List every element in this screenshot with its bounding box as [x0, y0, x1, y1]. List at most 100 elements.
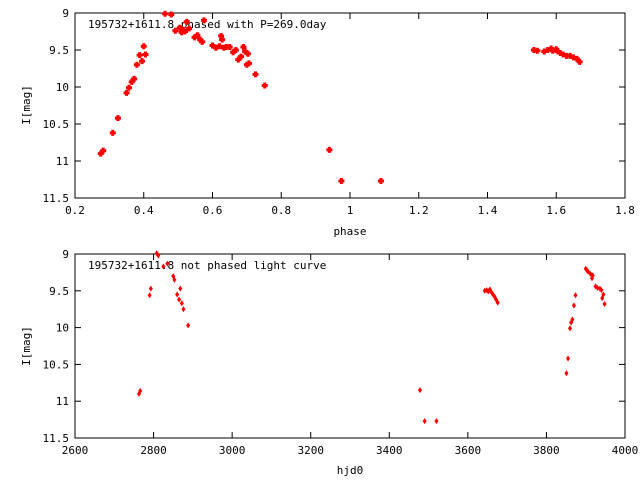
- phased-x-tick-label: 1: [347, 204, 354, 217]
- phased-data-point: [109, 129, 116, 136]
- phased-data-point: [162, 10, 169, 17]
- unphased-data-point: [434, 418, 439, 425]
- unphased-data-point: [165, 260, 170, 267]
- unphased-y-tick-label: 11: [56, 395, 69, 408]
- phased-data-points: [97, 10, 583, 184]
- unphased-x-axis-label: hjd0: [337, 464, 364, 477]
- unphased-data-point: [181, 306, 186, 313]
- unphased-data-point: [600, 295, 605, 302]
- phased-data-point: [131, 75, 138, 82]
- phased-chart: 195732+1611.8 phased with P=269.0day pha…: [20, 7, 635, 238]
- unphased-y-axis-label: I[mag]: [20, 326, 33, 366]
- unphased-data-point: [566, 355, 571, 362]
- phased-x-tick-label: 0.8: [271, 204, 291, 217]
- phased-x-tick-label: 1.6: [546, 204, 566, 217]
- unphased-chart: 195732+1611.8 not phased light curve hjd…: [20, 248, 638, 477]
- unphased-data-point: [179, 300, 184, 307]
- phased-y-tick-label: 9.5: [49, 44, 69, 57]
- phased-x-tick-label: 0.6: [203, 204, 223, 217]
- phased-data-point: [238, 53, 245, 60]
- phased-data-point: [125, 84, 132, 91]
- unphased-data-point: [571, 302, 576, 309]
- phased-x-axis-label: phase: [333, 225, 366, 238]
- unphased-x-tick-label: 2800: [140, 444, 167, 457]
- unphased-data-point: [417, 387, 422, 394]
- phased-x-tick-label: 0.4: [134, 204, 154, 217]
- unphased-data-point: [495, 299, 500, 306]
- phased-data-point: [142, 51, 149, 58]
- phased-y-tick-label: 11.5: [43, 192, 70, 205]
- phased-y-tick-label: 10: [56, 81, 69, 94]
- unphased-x-tick-label: 3000: [219, 444, 246, 457]
- phased-data-point: [139, 58, 146, 65]
- unphased-axis-ticks: 2600 2800 3000 3200 3400 3600 3800 4000 9 9.5 10 10…: [43, 248, 639, 457]
- unphased-data-point: [590, 272, 595, 279]
- phased-data-point: [133, 61, 140, 68]
- unphased-x-tick-label: 3600: [455, 444, 482, 457]
- phased-y-tick-label: 9: [62, 7, 69, 20]
- unphased-data-points: [137, 250, 607, 425]
- unphased-data-point: [570, 316, 575, 323]
- unphased-data-point: [573, 292, 578, 299]
- phased-x-tick-label: 0.2: [65, 204, 85, 217]
- phased-data-point: [245, 60, 252, 67]
- phased-data-point: [534, 47, 541, 54]
- unphased-data-point: [172, 276, 177, 283]
- unphased-y-tick-label: 9: [62, 248, 69, 261]
- phased-data-point: [338, 177, 345, 184]
- phased-data-point: [244, 50, 251, 57]
- phased-y-tick-label: 10.5: [43, 118, 70, 131]
- phased-data-point: [114, 115, 121, 122]
- phased-data-point: [261, 82, 268, 89]
- phased-data-point: [226, 44, 233, 51]
- phased-chart-title: 195732+1611.8 phased with P=269.0day: [88, 18, 327, 31]
- phased-data-point: [100, 147, 107, 154]
- phased-data-point: [140, 43, 147, 50]
- unphased-data-point: [422, 418, 427, 425]
- phased-axis-ticks: 0.2 0.4 0.6 0.8 1 1.2 1.4 1.6 1.8 9 9.5 10 10.5 11 11.…: [43, 7, 635, 217]
- unphased-data-point: [138, 387, 143, 394]
- unphased-x-tick-label: 4000: [612, 444, 639, 457]
- unphased-data-point: [161, 263, 166, 270]
- unphased-data-point: [599, 287, 604, 294]
- unphased-data-point: [148, 285, 153, 292]
- phased-data-point: [326, 146, 333, 153]
- phased-data-point: [576, 58, 583, 65]
- unphased-x-tick-label: 3200: [297, 444, 324, 457]
- phased-data-point: [232, 47, 239, 53]
- phased-data-point: [183, 18, 190, 25]
- unphased-y-tick-label: 10: [56, 322, 69, 335]
- unphased-data-point: [156, 252, 161, 259]
- unphased-data-point: [564, 370, 569, 377]
- unphased-plot-frame: [74, 253, 626, 439]
- phased-x-tick-label: 1.4: [478, 204, 498, 217]
- unphased-x-tick-label: 3400: [376, 444, 403, 457]
- phased-data-point: [219, 36, 226, 43]
- unphased-x-tick-label: 2600: [62, 444, 89, 457]
- unphased-data-point: [175, 291, 180, 298]
- phased-data-point: [136, 52, 143, 59]
- phased-data-point: [252, 71, 259, 78]
- unphased-data-point: [178, 285, 183, 292]
- unphased-y-tick-label: 10.5: [43, 358, 70, 371]
- unphased-y-tick-label: 11.5: [43, 432, 70, 445]
- unphased-data-point: [147, 292, 152, 299]
- phased-data-point: [186, 25, 193, 32]
- phased-data-point: [377, 177, 384, 184]
- phased-data-point: [200, 17, 207, 24]
- phased-y-tick-label: 11: [56, 155, 69, 168]
- unphased-y-tick-label: 9.5: [49, 285, 69, 298]
- phased-data-point: [199, 38, 206, 45]
- unphased-data-point: [177, 296, 182, 303]
- unphased-data-point: [602, 301, 607, 308]
- unphased-data-point: [568, 325, 572, 332]
- unphased-data-point: [186, 322, 191, 329]
- phased-data-point: [123, 89, 130, 96]
- phased-data-point: [168, 11, 175, 18]
- phased-x-tick-label: 1.2: [409, 204, 429, 217]
- unphased-chart-title: 195732+1611.8 not phased light curve: [88, 259, 326, 272]
- unphased-x-tick-label: 3800: [533, 444, 560, 457]
- phased-y-axis-label: I[mag]: [20, 85, 33, 125]
